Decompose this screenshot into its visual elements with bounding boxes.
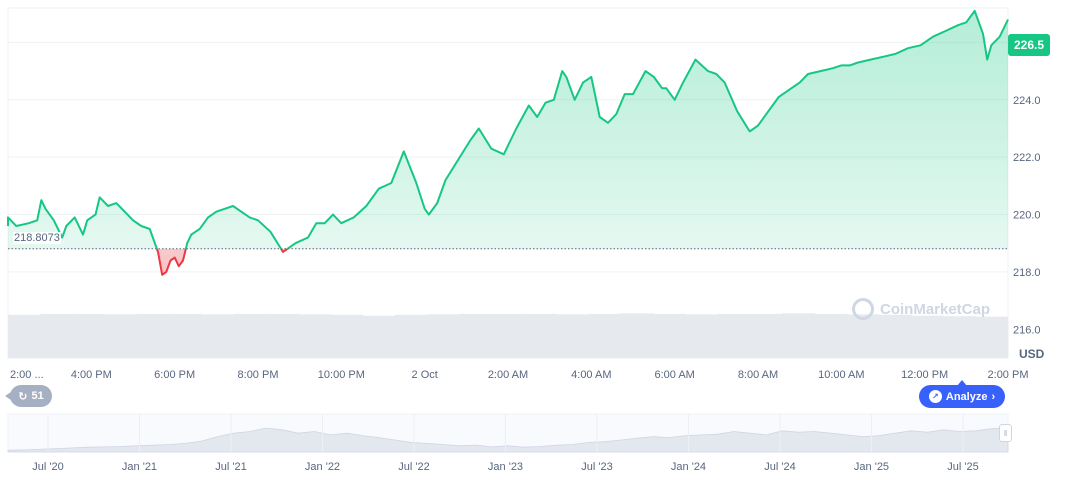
volume-bar xyxy=(653,313,686,358)
navigator-handle[interactable]: ‖ xyxy=(999,424,1012,442)
navigator-label: Jul '20 xyxy=(32,461,63,473)
volume-bar xyxy=(556,314,590,358)
x-tick-label: 8:00 AM xyxy=(738,369,778,381)
navigator-label: Jul '22 xyxy=(398,461,429,473)
price-line-up xyxy=(7,9,1009,249)
x-tick-label: 6:00 AM xyxy=(654,369,694,381)
navigator-label: Jan '22 xyxy=(305,461,340,473)
volume-bar xyxy=(40,313,74,358)
navigator-label: Jan '25 xyxy=(854,461,889,473)
x-tick-label: 10:00 AM xyxy=(818,369,864,381)
y-tick-label: 218.0 xyxy=(1013,267,1041,279)
current-price-badge: 226.5 xyxy=(1008,34,1050,56)
volume-bar xyxy=(814,313,848,358)
x-tick-label: 6:00 PM xyxy=(154,369,195,381)
volume-bar xyxy=(233,313,267,358)
navigator-label: Jan '24 xyxy=(671,461,706,473)
volume-bar xyxy=(72,313,106,358)
watermark-text: CoinMarketCap xyxy=(880,300,991,318)
volume-bar xyxy=(427,314,461,358)
volume-bar xyxy=(588,313,622,358)
volume-bar xyxy=(395,314,428,358)
y-tick-label: 216.0 xyxy=(1013,324,1041,336)
volume-bar xyxy=(749,313,783,358)
y-tick-label: 222.0 xyxy=(1013,152,1041,164)
navigator-label: Jul '25 xyxy=(947,461,978,473)
history-count: 51 xyxy=(31,390,44,402)
navigator-area xyxy=(7,427,1009,453)
volume-bar xyxy=(685,314,719,358)
volume-bar xyxy=(878,314,912,358)
x-tick-label: 8:00 PM xyxy=(238,369,279,381)
history-count-button[interactable]: ↻ 51 xyxy=(5,385,52,407)
navigator-label: Jan '21 xyxy=(122,461,157,473)
volume-bar xyxy=(459,313,493,358)
navigator-label: Jul '23 xyxy=(581,461,612,473)
volume-bar xyxy=(491,313,525,358)
volume-bar xyxy=(975,316,1009,358)
analyze-label: Analyze xyxy=(945,390,988,403)
volume-bar xyxy=(524,313,557,358)
x-tick-label: 2 Oct xyxy=(412,369,438,381)
volume-bar xyxy=(782,313,815,358)
x-tick-label: 2:00 ... xyxy=(10,369,44,381)
x-tick-label: 10:00 PM xyxy=(318,369,365,381)
volume-bar xyxy=(943,316,977,358)
volume-bar xyxy=(911,315,944,358)
coinmarketcap-logo-icon xyxy=(852,298,874,320)
analyze-chart-icon: ↗ xyxy=(928,390,942,403)
area-fill-up xyxy=(8,10,1008,249)
x-tick-label: 2:00 AM xyxy=(488,369,528,381)
volume-bar xyxy=(717,313,751,358)
y-tick-label: 224.0 xyxy=(1013,95,1041,107)
volume-bar xyxy=(104,314,138,358)
navigator-label: Jul '24 xyxy=(764,461,795,473)
volume-bar xyxy=(620,313,654,358)
volume-bar xyxy=(298,314,332,358)
drag-handle-icon: ‖ xyxy=(1003,428,1008,438)
y-tick-label: 220.0 xyxy=(1013,210,1041,222)
x-tick-label: 4:00 PM xyxy=(71,369,112,381)
volume-bar xyxy=(846,314,880,358)
volume-bar xyxy=(8,314,41,358)
x-tick-label: 12:00 PM xyxy=(901,369,948,381)
x-tick-label: 4:00 AM xyxy=(571,369,611,381)
open-price-label: 218.8073 xyxy=(13,232,61,244)
area-fill-down xyxy=(156,248,288,275)
volume-bar xyxy=(362,315,396,358)
navigator-label: Jul '21 xyxy=(215,461,246,473)
navigator-label: Jan '23 xyxy=(488,461,523,473)
volume-bar xyxy=(330,314,364,358)
volume-bar xyxy=(201,314,235,358)
analyze-button[interactable]: ↗ Analyze › xyxy=(919,380,1005,408)
volume-bar xyxy=(137,313,170,358)
history-clock-icon: ↻ xyxy=(18,390,28,403)
currency-label: USD xyxy=(1019,347,1045,361)
volume-bar xyxy=(266,313,299,358)
chevron-right-icon: › xyxy=(991,390,996,403)
volume-bar xyxy=(169,313,203,358)
x-tick-label: 2:00 PM xyxy=(988,369,1029,381)
watermark: CoinMarketCap xyxy=(852,298,990,320)
